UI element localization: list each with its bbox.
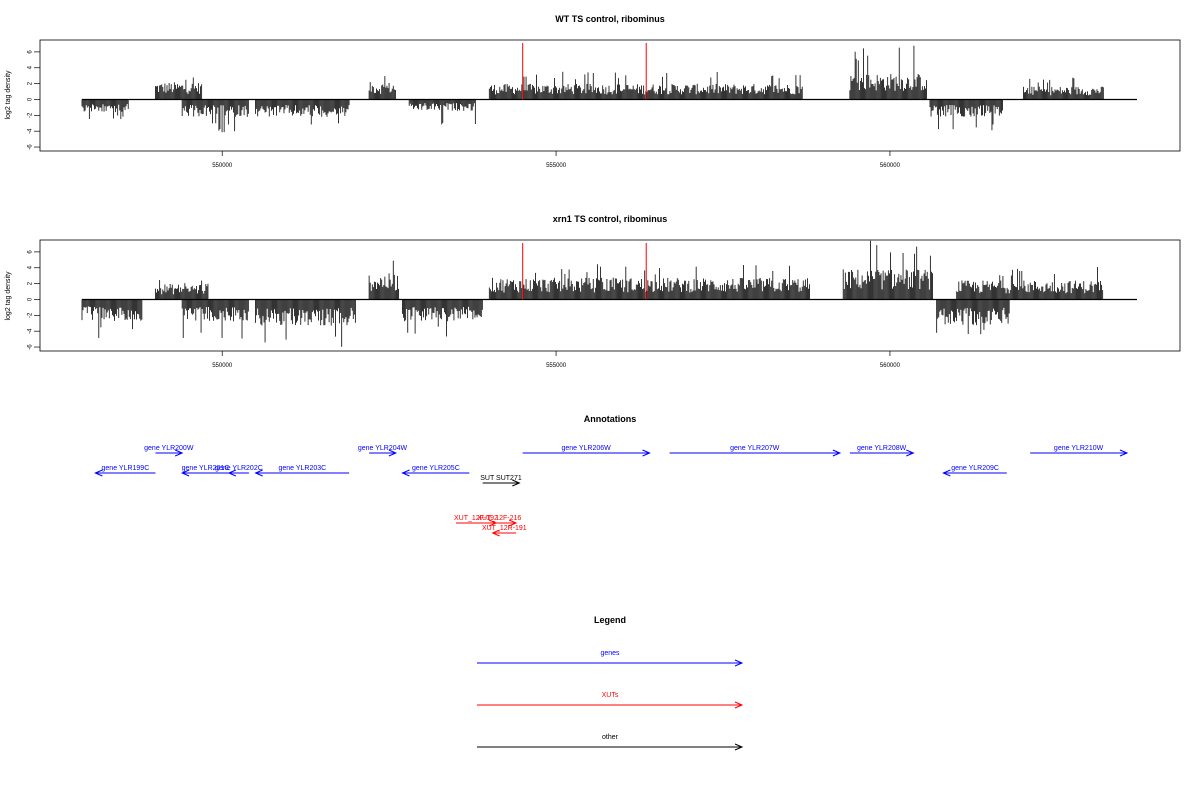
annotation-arrowhead — [642, 449, 651, 457]
annotation-arrowhead — [254, 469, 263, 477]
annotation-arrowhead — [94, 469, 103, 477]
legend-arrowhead — [734, 743, 744, 751]
annotation-feature: XUT_12R-191 — [482, 525, 527, 537]
annotation-arrowhead — [388, 449, 398, 457]
y-tick-label: 4 — [28, 265, 34, 269]
wt-density-panel: WT TS control, ribominus log2 tag densit… — [5, 14, 1181, 169]
wt-y-axis: -6 -4 -2 0 2 4 6 — [28, 50, 40, 150]
y-tick-label: -2 — [28, 112, 34, 118]
y-tick-label: -4 — [28, 328, 34, 334]
annotation-label: gene YLR201C — [182, 465, 230, 472]
annotation-arrowhead — [906, 449, 915, 457]
annotation-arrowhead — [942, 469, 951, 477]
wt-density-bars — [81, 45, 1137, 133]
legend-arrowhead — [734, 659, 744, 667]
annotation-arrowhead — [491, 529, 500, 537]
annotation-arrowhead — [180, 469, 190, 477]
wt-y-axis-label: log2 tag density — [5, 70, 12, 120]
annotation-feature: gene YLR200W — [144, 445, 194, 457]
legend-label: XUTs — [602, 692, 619, 699]
annotation-arrowhead — [1119, 449, 1129, 457]
legend-arrowhead — [734, 701, 744, 709]
xrn1-panel-title: xrn1 TS control, ribominus — [553, 214, 668, 224]
annotation-arrowhead — [512, 479, 521, 487]
y-tick-label: 6 — [28, 50, 34, 54]
wt-panel-title: WT TS control, ribominus — [555, 14, 665, 24]
wt-plot-frame — [39, 39, 1181, 152]
annotation-label: gene YLR205C — [412, 465, 460, 472]
xrn1-density-panel: xrn1 TS control, ribominus log2 tag dens… — [5, 214, 1181, 369]
wt-x-axis: 550000 555000 560000 — [212, 151, 901, 169]
annotation-label: gene YLR200W — [144, 445, 194, 452]
y-tick-label: 4 — [28, 65, 34, 69]
xrn1-y-axis: -6 -4 -2 0 2 4 6 — [28, 250, 40, 350]
annotation-arrowhead — [227, 469, 237, 477]
annotation-label: gene YLR203C — [278, 465, 326, 472]
annotation-label: gene YLR208W — [857, 445, 907, 452]
x-tick-label: 550000 — [212, 363, 233, 369]
annotation-feature: gene YLR209C — [942, 465, 1007, 477]
annotation-arrowhead — [174, 449, 184, 457]
y-tick-label: 0 — [28, 97, 34, 101]
annotation-label: gene YLR204W — [358, 445, 408, 452]
x-tick-label: 550000 — [212, 163, 233, 169]
annotation-label: gene YLR199C — [102, 465, 150, 472]
annotation-label: gene YLR206W — [561, 445, 611, 452]
x-tick-label: 555000 — [546, 363, 567, 369]
legend-item: genes — [477, 650, 744, 667]
annotation-feature: gene YLR210W — [1030, 445, 1129, 457]
annotation-label: gene YLR209C — [951, 465, 999, 472]
y-tick-label: 6 — [28, 250, 34, 254]
annotation-label: XUT_12F-192 — [454, 515, 498, 522]
legend-label: other — [602, 734, 619, 741]
annotation-feature: gene YLR203C — [254, 465, 350, 477]
y-tick-label: -6 — [28, 144, 34, 150]
xrn1-y-axis-label: log2 tag density — [5, 271, 12, 321]
annotation-feature: gene YLR199C — [94, 465, 156, 477]
legend-item: XUTs — [477, 692, 744, 709]
y-tick-label: 2 — [28, 81, 34, 85]
legend-item: other — [477, 734, 744, 751]
y-tick-label: 2 — [28, 281, 34, 285]
annotation-label: XUT_12F-216 — [477, 515, 521, 522]
y-tick-label: -6 — [28, 344, 34, 350]
annotation-feature: gene YLR207W — [669, 445, 842, 457]
x-tick-label: 560000 — [880, 363, 901, 369]
annotation-feature: gene YLR208W — [849, 445, 915, 457]
y-tick-label: -4 — [28, 128, 34, 134]
legend-title: Legend — [594, 615, 626, 625]
annotation-feature: gene YLR202C — [215, 465, 263, 477]
wt-red-markers — [522, 43, 647, 100]
annotation-feature: gene YLR205C — [401, 465, 470, 477]
annotation-feature: gene YLR204W — [358, 445, 408, 457]
x-tick-label: 555000 — [546, 163, 567, 169]
xrn1-x-axis: 550000 555000 560000 — [212, 351, 901, 369]
annotations-title: Annotations — [584, 414, 637, 424]
annotation-arrowhead — [508, 519, 518, 527]
annotation-label: gene YLR207W — [730, 445, 780, 452]
x-tick-label: 560000 — [880, 163, 901, 169]
xrn1-density-bars — [81, 240, 1137, 347]
legend: genes XUTs other — [477, 650, 744, 751]
annotation-label: gene YLR202C — [215, 465, 263, 472]
annotation-label: gene YLR210W — [1054, 445, 1104, 452]
annotation-feature: SUT SUT271 — [480, 475, 522, 487]
y-tick-label: 0 — [28, 297, 34, 301]
y-tick-label: -2 — [28, 312, 34, 318]
annotation-arrowhead — [401, 469, 410, 477]
legend-label: genes — [600, 650, 620, 657]
annotation-feature: gene YLR206W — [522, 445, 651, 457]
annotation-feature: XUT_12F-216 — [477, 515, 521, 527]
xrn1-plot-frame — [39, 239, 1181, 352]
xrn1-red-markers — [522, 243, 647, 300]
annotation-label: SUT SUT271 — [480, 475, 522, 482]
annotation-label: XUT_12R-191 — [482, 525, 527, 532]
annotation-feature: gene YLR201C — [180, 465, 230, 477]
annotation-arrowhead — [832, 449, 842, 457]
